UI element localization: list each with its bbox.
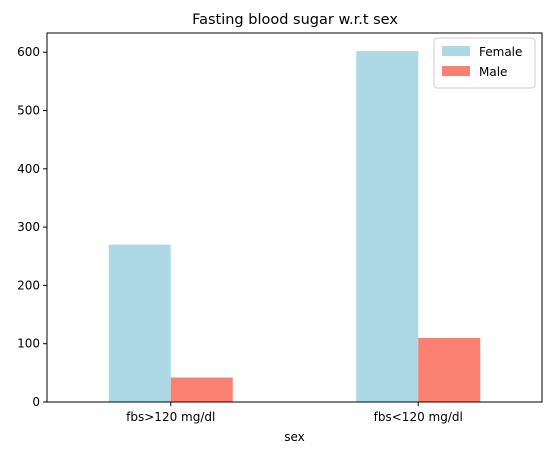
x-axis: fbs>120 mg/dl fbs<120 mg/dl [126,402,463,424]
bar-male-1 [418,337,481,402]
chart-title: Fasting blood sugar w.r.t sex [192,12,398,28]
y-tick-label-5: 500 [17,104,40,118]
plot-frame [46,32,543,403]
x-tick-label-0: fbs>120 mg/dl [126,410,215,424]
legend-swatch-male [442,66,470,76]
y-tick-label-6: 600 [17,45,40,59]
x-axis-label: sex [284,430,305,444]
bar-female-0 [108,244,171,402]
legend-swatch-female [442,46,470,56]
legend-label-male: Male [479,65,507,79]
y-tick-label-2: 200 [17,278,40,292]
legend-label-female: Female [479,45,522,59]
bars-group [108,51,481,402]
x-tick-label-1: fbs<120 mg/dl [374,410,463,424]
y-tick-label-1: 100 [17,337,40,351]
y-axis: 0 100 200 300 400 500 600 [17,45,47,409]
y-tick-label-3: 300 [17,220,40,234]
y-tick-label-4: 400 [17,162,40,176]
bar-female-1 [356,51,419,402]
bar-male-0 [170,377,233,402]
legend: Female Male [433,37,536,89]
y-tick-label-0: 0 [32,395,40,409]
